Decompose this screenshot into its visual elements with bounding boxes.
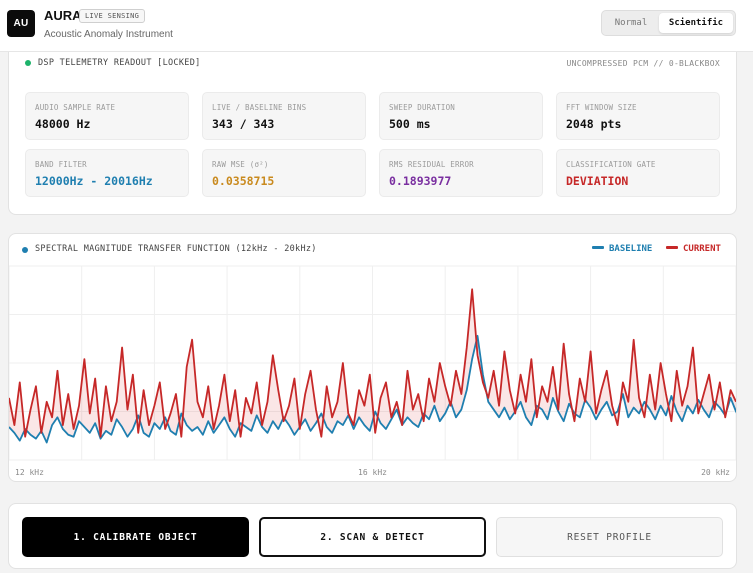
- stat-value: 48000 Hz: [35, 117, 91, 131]
- legend-baseline-swatch-icon: [592, 246, 604, 249]
- stat-raw-mse: RAW MSE (σ²) 0.0358715: [202, 149, 366, 197]
- chart-dot-icon: [22, 247, 28, 253]
- status-dot-icon: [25, 60, 31, 66]
- mode-normal-option[interactable]: Normal: [614, 18, 648, 28]
- legend-baseline: BASELINE: [592, 244, 652, 254]
- legend-current-swatch-icon: [666, 246, 678, 249]
- stat-value: 0.0358715: [212, 174, 275, 188]
- calibrate-object-button[interactable]: 1. CALIBRATE OBJECT: [22, 517, 249, 557]
- stat-value: DEVIATION: [566, 174, 629, 188]
- stat-value: 500 ms: [389, 117, 431, 131]
- legend-current: CURRENT: [666, 244, 721, 254]
- telemetry-panel: DSP TELEMETRY READOUT [LOCKED] UNCOMPRES…: [8, 52, 737, 215]
- stat-label: SWEEP DURATION: [389, 103, 456, 112]
- x-tick-label: 12 kHz: [15, 468, 44, 477]
- series-line-current: [9, 288, 736, 438]
- stat-label: RMS RESIDUAL ERROR: [389, 160, 474, 169]
- stat-band-filter: BAND FILTER 12000Hz - 20016Hz: [25, 149, 189, 197]
- stat-label: CLASSIFICATION GATE: [566, 160, 656, 169]
- x-tick-label: 20 kHz: [701, 468, 730, 477]
- action-bar: 1. CALIBRATE OBJECT 2. SCAN & DETECT RES…: [8, 503, 737, 569]
- stat-value: 0.1893977: [389, 174, 452, 188]
- stat-value: 343 / 343: [212, 117, 275, 131]
- telemetry-source-label: UNCOMPRESSED PCM // 0-BLACKBOX: [566, 59, 720, 68]
- app-name: AURA: [44, 8, 82, 23]
- stat-bins: LIVE / BASELINE BINS 343 / 343: [202, 92, 366, 140]
- spectral-chart: 12 kHz 16 kHz 20 kHz: [9, 265, 736, 477]
- x-tick-label: 16 kHz: [358, 468, 387, 477]
- app-header: AU AURA LIVE SENSING Acoustic Anomaly In…: [0, 0, 753, 52]
- stat-label: AUDIO SAMPLE RATE: [35, 103, 116, 112]
- legend-current-label: CURRENT: [683, 244, 721, 254]
- stat-label: LIVE / BASELINE BINS: [212, 103, 307, 112]
- spectral-chart-panel: SPECTRAL MAGNITUDE TRANSFER FUNCTION (12…: [8, 233, 737, 482]
- stat-label: RAW MSE (σ²): [212, 160, 269, 169]
- stat-value: 12000Hz - 20016Hz: [35, 174, 153, 188]
- residual-fill-area: [9, 289, 736, 443]
- app-logo: AU: [7, 10, 35, 37]
- stat-value: 2048 pts: [566, 117, 622, 131]
- scan-detect-button[interactable]: 2. SCAN & DETECT: [259, 517, 486, 557]
- chart-grid: [9, 265, 736, 461]
- stat-sweep-duration: SWEEP DURATION 500 ms: [379, 92, 543, 140]
- stat-label: BAND FILTER: [35, 160, 87, 169]
- stat-sample-rate: AUDIO SAMPLE RATE 48000 Hz: [25, 92, 189, 140]
- stat-label: FFT WINDOW SIZE: [566, 103, 637, 112]
- stat-classification-gate: CLASSIFICATION GATE DEVIATION: [556, 149, 720, 197]
- chart-title: SPECTRAL MAGNITUDE TRANSFER FUNCTION (12…: [35, 244, 317, 254]
- stat-rms-residual: RMS RESIDUAL ERROR 0.1893977: [379, 149, 543, 197]
- telemetry-title: DSP TELEMETRY READOUT [LOCKED]: [38, 58, 201, 68]
- reset-profile-button[interactable]: RESET PROFILE: [496, 517, 723, 557]
- legend-baseline-label: BASELINE: [609, 244, 653, 254]
- stat-fft-window: FFT WINDOW SIZE 2048 pts: [556, 92, 720, 140]
- app-subtitle: Acoustic Anomaly Instrument: [44, 29, 173, 40]
- mode-toggle: Normal Scientific: [601, 10, 736, 36]
- live-sensing-badge: LIVE SENSING: [79, 9, 146, 23]
- mode-scientific-option[interactable]: Scientific: [659, 13, 733, 33]
